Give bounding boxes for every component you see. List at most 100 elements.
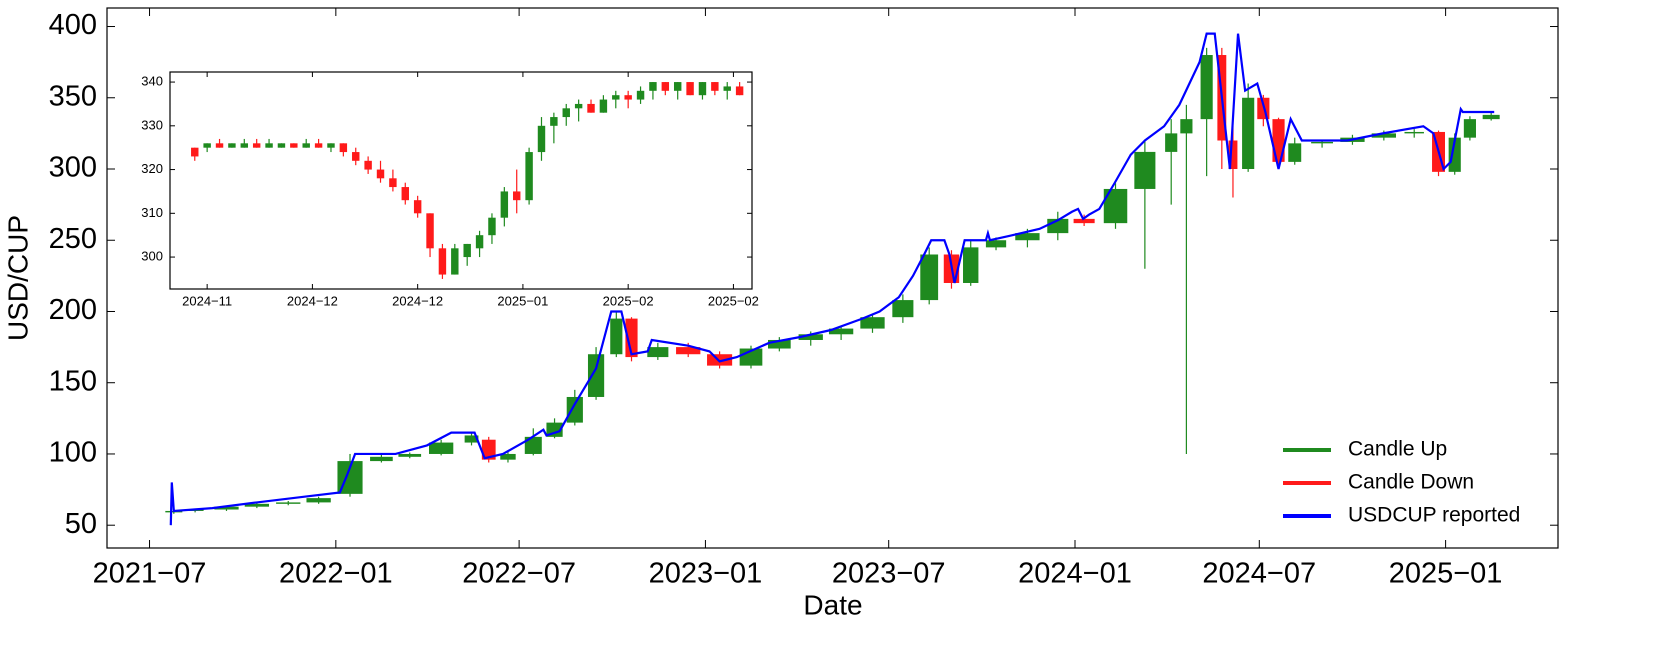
candle-body [306,498,331,503]
candle-body [686,82,694,96]
candle-body [191,147,199,157]
y-tick-label: 310 [141,205,163,220]
candle-body [314,143,323,148]
candle-body [463,243,471,258]
x-tick-label: 2024−07 [1202,558,1316,590]
y-tick-label: 200 [49,294,97,326]
candle-body [1242,97,1255,170]
candle-body [828,328,854,335]
candle-body [566,396,583,423]
legend-label: Candle Up [1348,438,1447,461]
candle-body [587,103,595,113]
candle-body [1311,141,1334,144]
candle-body [464,435,479,443]
candle-body [612,95,620,100]
x-tick-label: 2024−12 [392,293,443,308]
candle-body [244,503,270,507]
y-tick-label: 340 [141,74,163,89]
candle-body [587,354,605,397]
x-tick-label: 2023−07 [832,558,946,590]
x-tick-label: 2024−12 [287,293,338,308]
candle-body [963,247,979,283]
candle-body [676,347,701,355]
candle-body [723,86,731,91]
candle-body [500,191,509,218]
x-tick-label: 2025−01 [497,293,548,308]
candle-body [798,334,823,340]
candle-body [735,86,744,96]
candle-body [1463,119,1476,138]
candle-body [513,191,521,201]
candle-body [252,143,261,148]
candle-body [1103,188,1128,224]
x-tick-label: 2024−11 [182,293,232,308]
legend-label: Candle Down [1348,471,1474,494]
candle-body [428,442,454,454]
candle-body [661,82,670,91]
candle-body [767,339,791,349]
y-tick-label: 330 [141,117,163,132]
candle-body [398,453,422,457]
candle-body [920,254,939,301]
candle-body [1448,137,1461,172]
candle-body [574,103,583,109]
y-tick-label: 400 [49,9,97,41]
x-tick-label: 2021−07 [93,558,207,590]
candle-body [277,143,286,148]
x-tick-label: 2025−02 [603,293,654,308]
candle-body [537,125,546,153]
candle-body [215,143,224,148]
candle-body [276,502,301,504]
candle-body [451,248,459,275]
y-tick-label: 50 [65,508,97,540]
x-tick-label: 2022−01 [279,558,393,590]
price-line [169,32,1495,526]
candle-body [488,217,496,236]
candle-body [1482,114,1500,120]
candle-body [860,317,885,329]
y-tick-label: 320 [141,161,163,176]
x-axis-label: Date [803,589,862,620]
candle-body [370,456,393,462]
candle-body [1404,131,1424,134]
candle-body [240,143,249,148]
plot-frame [106,7,1559,549]
candle-body [550,117,558,126]
candle-body [1288,143,1302,162]
candle-body [1180,119,1193,134]
candle-body [1015,233,1040,241]
y-tick-label: 150 [49,365,97,397]
candle-body [352,152,360,161]
candle-body [376,169,385,179]
candle-body [624,95,632,100]
candle-body [426,213,434,249]
candle-body [985,240,1007,248]
inset-background [170,72,752,289]
candle-body [698,82,707,96]
y-tick-label: 350 [49,80,97,112]
x-tick-label: 2023−01 [649,558,763,590]
x-tick-label: 2025−02 [708,293,759,308]
candle-body [636,90,645,100]
y-tick-label: 100 [49,437,97,469]
candle-body [1165,133,1178,152]
y-tick-label: 300 [141,249,163,264]
x-tick-label: 2025−01 [1389,558,1503,590]
candle-body [389,178,397,188]
y-axis-label: USD/CUP [2,215,33,341]
candle-body [649,82,657,91]
candle-body [1200,55,1213,120]
candle-body [647,347,669,358]
candle-body [610,318,623,355]
candle-body [892,300,914,318]
candle-body [401,187,409,201]
candle-body [1134,151,1156,189]
candle-body [302,143,310,148]
candle-body [599,99,608,113]
candle-body [265,143,273,148]
plot-frame [169,71,753,290]
candle-body [1228,140,1238,170]
candle-body [500,453,516,460]
candle-body [228,143,236,148]
candle-body [413,200,422,214]
